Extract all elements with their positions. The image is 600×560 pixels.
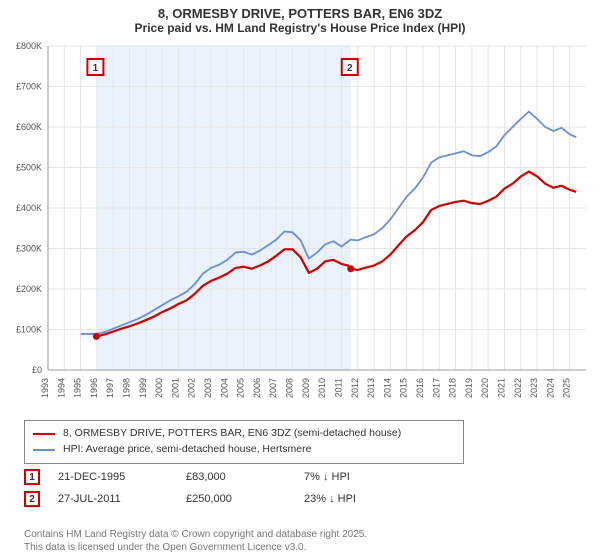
legend-swatch [33,433,55,435]
svg-text:2024: 2024 [545,378,555,398]
svg-text:£0: £0 [32,365,42,375]
svg-text:2001: 2001 [170,378,180,398]
svg-text:2000: 2000 [154,378,164,398]
svg-text:2014: 2014 [382,378,392,398]
sale-date: 21-DEC-1995 [58,471,168,483]
chart-title: 8, ORMESBY DRIVE, POTTERS BAR, EN6 3DZ [0,6,600,21]
sale-delta: 23% ↓ HPI [304,493,444,505]
sales-table: 1 21-DEC-1995 £83,000 7% ↓ HPI 2 27-JUL-2011 £… [24,466,576,510]
svg-text:2009: 2009 [301,378,311,398]
svg-text:2003: 2003 [203,378,213,398]
svg-text:1994: 1994 [56,378,66,398]
svg-text:2018: 2018 [448,378,458,398]
figure-container: 8, ORMESBY DRIVE, POTTERS BAR, EN6 3DZ P… [0,0,600,560]
svg-text:£100K: £100K [16,325,42,335]
footnote-line1: Contains HM Land Registry data © Crown c… [24,529,367,540]
legend-row: 8, ORMESBY DRIVE, POTTERS BAR, EN6 3DZ (… [33,426,455,442]
svg-text:1998: 1998 [122,378,132,398]
sale-date: 27-JUL-2011 [58,493,168,505]
svg-text:£600K: £600K [16,122,42,132]
legend-row: HPI: Average price, semi-detached house,… [33,442,455,458]
svg-text:£500K: £500K [16,163,42,173]
svg-text:2017: 2017 [431,378,441,398]
sale-price: £250,000 [186,493,286,505]
svg-text:2007: 2007 [268,378,278,398]
svg-text:£700K: £700K [16,82,42,92]
svg-text:2006: 2006 [252,378,262,398]
svg-text:2021: 2021 [496,378,506,398]
sale-badge: 2 [24,491,40,507]
svg-text:1999: 1999 [138,378,148,398]
svg-text:2010: 2010 [317,378,327,398]
svg-text:1995: 1995 [73,378,83,398]
svg-text:£800K: £800K [16,41,42,51]
svg-text:2002: 2002 [187,378,197,398]
title-block: 8, ORMESBY DRIVE, POTTERS BAR, EN6 3DZ P… [0,0,600,37]
svg-text:2025: 2025 [562,378,572,398]
svg-text:£400K: £400K [16,203,42,213]
svg-text:2015: 2015 [399,378,409,398]
footnote: Contains HM Land Registry data © Crown c… [24,529,574,554]
chart-svg: £0 £100K £200K £300K £400K £500K £600K £700K £80… [6,40,594,410]
legend-box: 8, ORMESBY DRIVE, POTTERS BAR, EN6 3DZ (… [24,420,464,464]
svg-text:1996: 1996 [89,378,99,398]
sale-price: £83,000 [186,471,286,483]
chart-subtitle: Price paid vs. HM Land Registry's House … [0,21,600,35]
svg-text:1993: 1993 [40,378,50,398]
svg-text:2019: 2019 [464,378,474,398]
sale-badge: 1 [24,469,40,485]
svg-text:2013: 2013 [366,378,376,398]
svg-text:£300K: £300K [16,244,42,254]
svg-text:2016: 2016 [415,378,425,398]
svg-text:2011: 2011 [333,378,343,397]
footnote-line2: This data is licensed under the Open Gov… [24,542,306,553]
svg-text:2008: 2008 [285,378,295,398]
sale-row: 1 21-DEC-1995 £83,000 7% ↓ HPI [24,466,576,488]
legend-swatch [33,449,55,451]
svg-text:2012: 2012 [350,378,360,398]
legend-label: 8, ORMESBY DRIVE, POTTERS BAR, EN6 3DZ (… [63,426,401,442]
sale-delta: 7% ↓ HPI [304,471,444,483]
svg-text:2: 2 [347,63,353,74]
svg-text:1: 1 [93,63,99,74]
svg-text:2023: 2023 [529,378,539,398]
svg-text:2022: 2022 [513,378,523,398]
svg-text:1997: 1997 [105,378,115,398]
svg-text:2005: 2005 [236,378,246,398]
svg-text:2020: 2020 [480,378,490,398]
legend-label: HPI: Average price, semi-detached house,… [63,442,311,458]
svg-text:£200K: £200K [16,284,42,294]
sale-row: 2 27-JUL-2011 £250,000 23% ↓ HPI [24,488,576,510]
chart-area: £0 £100K £200K £300K £400K £500K £600K £700K £80… [6,40,594,410]
svg-text:2004: 2004 [219,378,229,398]
